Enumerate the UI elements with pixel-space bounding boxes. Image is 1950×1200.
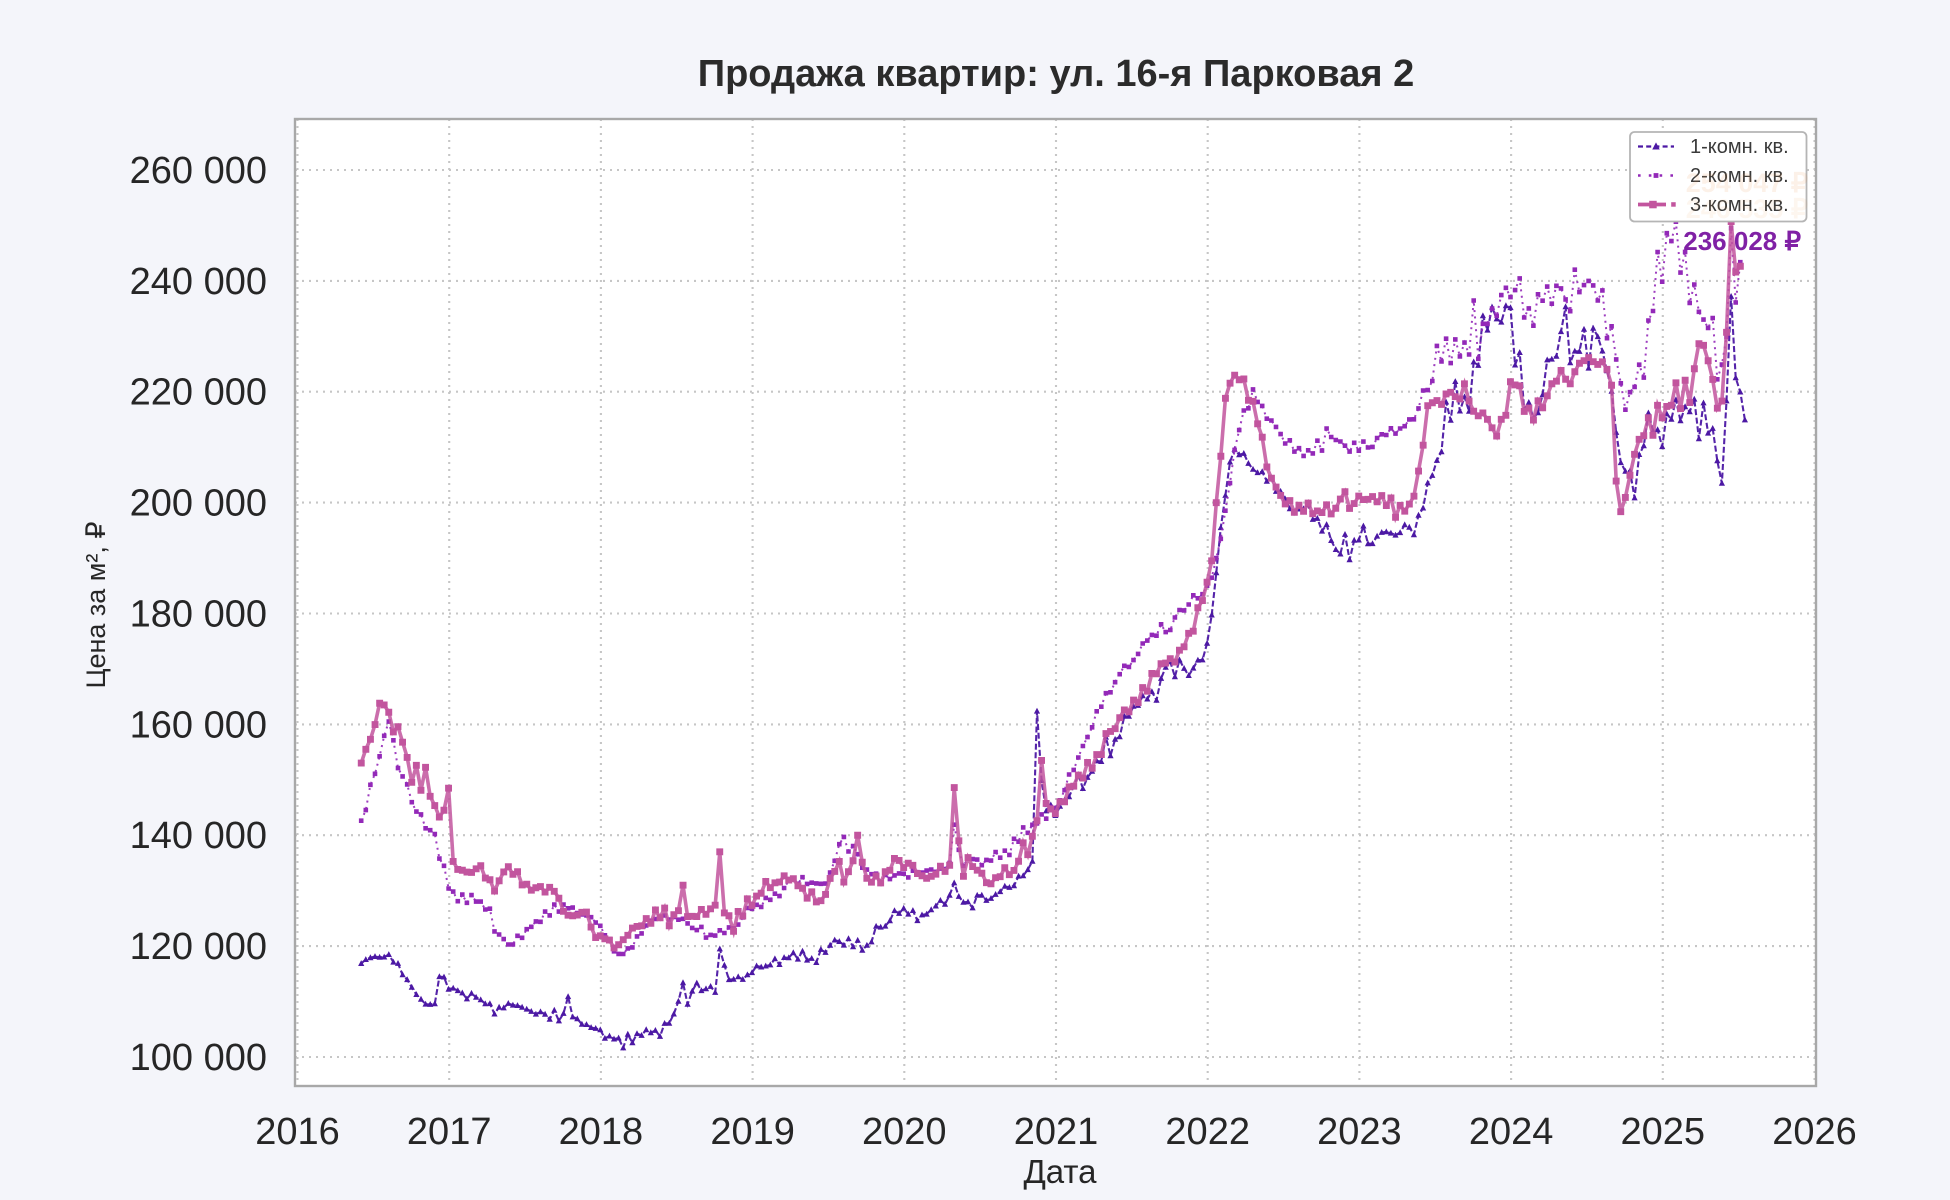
svg-text:180 000: 180 000 [130,594,267,636]
svg-text:220 000: 220 000 [130,372,267,414]
svg-text:2021: 2021 [1014,1111,1099,1153]
svg-text:2026: 2026 [1772,1111,1857,1153]
svg-text:Продажа квартир: ул. 16-я Парк: Продажа квартир: ул. 16-я Парковая 2 [698,53,1415,95]
svg-text:140 000: 140 000 [130,815,267,857]
svg-text:3-комн. кв.: 3-комн. кв. [1690,194,1789,216]
svg-text:240 000: 240 000 [130,261,267,303]
svg-text:2022: 2022 [1165,1111,1250,1153]
svg-text:2020: 2020 [862,1111,947,1153]
svg-text:2016: 2016 [255,1111,340,1153]
svg-text:160 000: 160 000 [130,704,267,746]
svg-text:2017: 2017 [407,1111,492,1153]
svg-text:246 535 ₽: 246 535 ₽ [1686,194,1808,224]
svg-text:2025: 2025 [1621,1111,1706,1153]
svg-text:1-комн. кв.: 1-комн. кв. [1690,136,1789,158]
svg-text:2-комн. кв.: 2-комн. кв. [1690,165,1789,187]
svg-text:Дата: Дата [1023,1153,1097,1190]
svg-text:2023: 2023 [1317,1111,1402,1153]
svg-text:100 000: 100 000 [130,1037,267,1079]
svg-text:120 000: 120 000 [130,926,267,968]
svg-text:236 028 ₽: 236 028 ₽ [1683,226,1801,256]
svg-text:Цена за м², ₽: Цена за м², ₽ [81,521,111,688]
svg-text:254 047 ₽: 254 047 ₽ [1686,168,1808,198]
svg-text:260 000: 260 000 [130,150,267,192]
svg-text:2019: 2019 [710,1111,795,1153]
svg-text:2024: 2024 [1469,1111,1554,1153]
svg-text:200 000: 200 000 [130,483,267,525]
svg-text:2018: 2018 [559,1111,644,1153]
